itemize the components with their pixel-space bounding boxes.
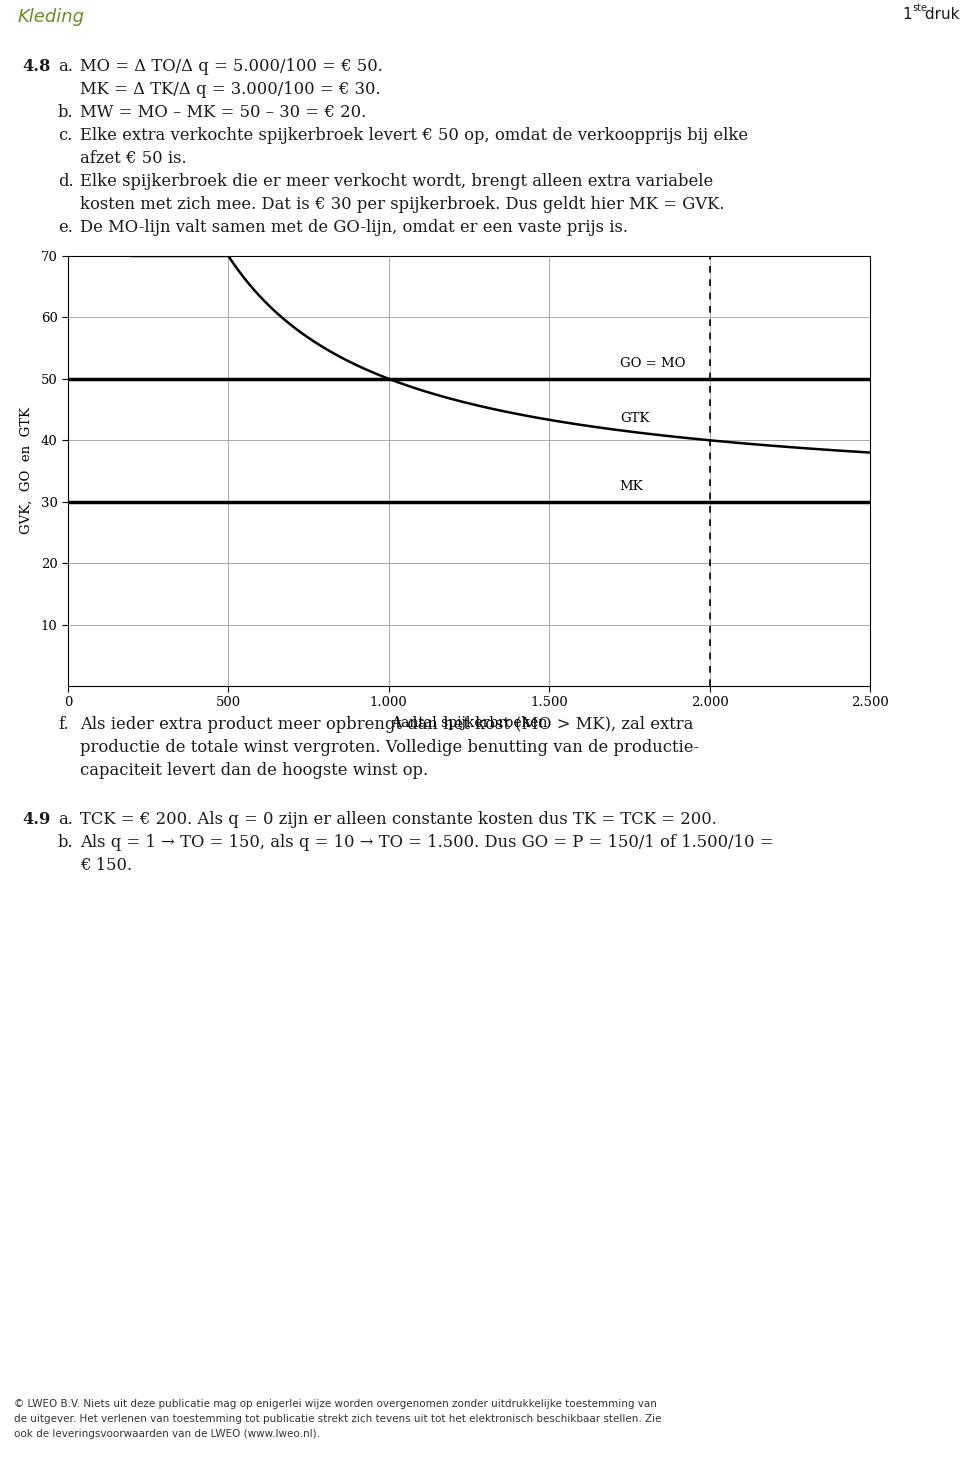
Text: Als ieder extra product meer opbrengt dan het kost (MO > MK), zal extra: Als ieder extra product meer opbrengt da…: [80, 716, 693, 733]
Text: Kleding: Kleding: [18, 9, 85, 26]
Text: productie de totale winst vergroten. Volledige benutting van de productie-: productie de totale winst vergroten. Vol…: [80, 739, 699, 755]
Text: € 150.: € 150.: [80, 856, 132, 874]
Text: MW = MO – MK = 50 – 30 = € 20.: MW = MO – MK = 50 – 30 = € 20.: [80, 104, 367, 122]
Text: 4.8: 4.8: [22, 59, 50, 75]
Text: druk: druk: [920, 7, 959, 22]
Text: capaciteit levert dan de hoogste winst op.: capaciteit levert dan de hoogste winst o…: [80, 761, 428, 779]
Text: GO = MO: GO = MO: [620, 357, 685, 369]
Text: TCK = € 200. Als q = 0 zijn er alleen constante kosten dus TK = TCK = 200.: TCK = € 200. Als q = 0 zijn er alleen co…: [80, 811, 717, 829]
Text: MK: MK: [620, 480, 643, 492]
Text: d.: d.: [58, 173, 74, 190]
Text: c.: c.: [58, 127, 72, 143]
Text: afzet € 50 is.: afzet € 50 is.: [80, 149, 186, 167]
Y-axis label: GVK,  GO  en  GTK: GVK, GO en GTK: [19, 407, 33, 534]
Text: ste: ste: [912, 3, 927, 13]
Text: 1: 1: [902, 7, 912, 22]
Text: GTK: GTK: [620, 411, 649, 425]
Text: MO = Δ TO/Δ q = 5.000/100 = € 50.: MO = Δ TO/Δ q = 5.000/100 = € 50.: [80, 59, 383, 75]
Text: a.: a.: [58, 59, 73, 75]
Text: De MO-lijn valt samen met de GO-lijn, omdat er een vaste prijs is.: De MO-lijn valt samen met de GO-lijn, om…: [80, 220, 628, 236]
Text: Elke extra verkochte spijkerbroek levert € 50 op, omdat de verkoopprijs bij elke: Elke extra verkochte spijkerbroek levert…: [80, 127, 748, 143]
Text: 4.9: 4.9: [22, 811, 50, 829]
Text: a.: a.: [58, 811, 73, 829]
Text: Als q = 1 → TO = 150, als q = 10 → TO = 1.500. Dus GO = P = 150/1 of 1.500/10 =: Als q = 1 → TO = 150, als q = 10 → TO = …: [80, 834, 774, 851]
Text: MK = Δ TK/Δ q = 3.000/100 = € 30.: MK = Δ TK/Δ q = 3.000/100 = € 30.: [80, 81, 380, 98]
Text: © LWEO B.V. Niets uit deze publicatie mag op enigerlei wijze worden overgenomen : © LWEO B.V. Niets uit deze publicatie ma…: [14, 1400, 661, 1439]
Text: b.: b.: [58, 834, 74, 851]
X-axis label: Aantal spijkerbroeken: Aantal spijkerbroeken: [391, 716, 547, 731]
Text: f.: f.: [58, 716, 68, 733]
Text: b.: b.: [58, 104, 74, 122]
Text: Elke spijkerbroek die er meer verkocht wordt, brengt alleen extra variabele: Elke spijkerbroek die er meer verkocht w…: [80, 173, 713, 190]
Text: kosten met zich mee. Dat is € 30 per spijkerbroek. Dus geldt hier MK = GVK.: kosten met zich mee. Dat is € 30 per spi…: [80, 196, 725, 212]
Text: e.: e.: [58, 220, 73, 236]
